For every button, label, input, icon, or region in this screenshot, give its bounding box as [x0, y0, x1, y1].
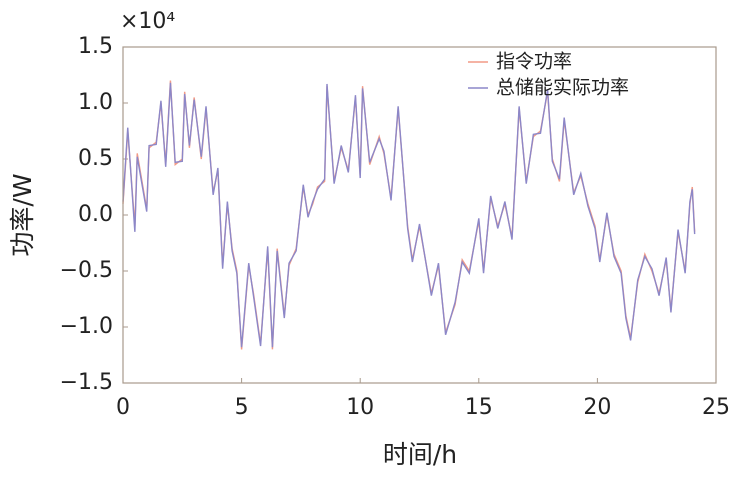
x-axis-label: 时间/h: [383, 440, 457, 469]
series-line: [122, 80, 696, 350]
plot-frame: [122, 46, 717, 384]
x-tick-label: 10: [346, 395, 374, 420]
x-tick-label: 25: [702, 395, 730, 420]
y-axis-label: 功率/W: [8, 173, 37, 256]
x-tick-label: 15: [465, 395, 493, 420]
y-tick-label: 1.0: [78, 90, 113, 115]
y-multiplier: ×10⁴: [120, 9, 175, 34]
y-tick-label: −0.5: [60, 258, 113, 283]
y-tick-label: 0.5: [78, 146, 113, 171]
legend-label: 指令功率: [496, 51, 572, 73]
series-line: [122, 82, 696, 348]
x-tick-label: 20: [583, 395, 611, 420]
y-tick-label: 1.5: [78, 34, 113, 59]
x-tick-label: 0: [116, 395, 130, 420]
x-tick-label: 5: [235, 395, 249, 420]
y-tick-label: 0.0: [78, 202, 113, 227]
y-tick-label: −1.5: [60, 370, 113, 395]
y-tick-label: −1.0: [60, 314, 113, 339]
legend-label: 总储能实际功率: [496, 77, 629, 99]
